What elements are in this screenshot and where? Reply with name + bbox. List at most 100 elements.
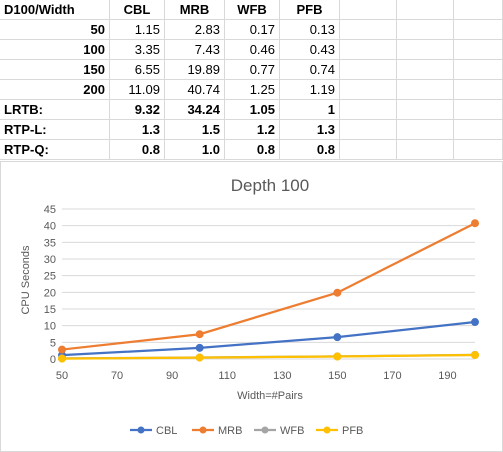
header-cell[interactable]: MRB [165, 0, 225, 19]
legend-marker [137, 426, 145, 434]
row-label-cell[interactable]: 100 [0, 40, 110, 59]
empty-cell[interactable] [397, 120, 454, 139]
empty-cell[interactable] [454, 20, 503, 39]
chart-area [0, 161, 503, 452]
data-point-mrb[interactable] [195, 330, 204, 339]
value-cell[interactable]: 1.3 [110, 120, 165, 139]
empty-cell[interactable] [397, 100, 454, 119]
header-cell[interactable]: WFB [225, 0, 280, 19]
row-label-cell[interactable]: 150 [0, 60, 110, 79]
value-cell[interactable]: 0.77 [225, 60, 280, 79]
empty-cell[interactable] [340, 80, 397, 99]
table-row: RTP-Q: 0.8 1.0 0.8 0.8 [0, 140, 503, 160]
series-line-pfb[interactable] [61, 353, 476, 360]
empty-cell[interactable] [454, 0, 503, 19]
empty-cell[interactable] [454, 140, 503, 159]
value-cell[interactable]: 0.8 [110, 140, 165, 159]
legend-label: CBL [156, 425, 177, 437]
value-cell[interactable]: 0.8 [280, 140, 340, 159]
x-tick-label: 190 [438, 370, 456, 382]
row-label-cell[interactable]: RTP-L: [0, 120, 110, 139]
data-point-pfb[interactable] [471, 351, 479, 360]
empty-cell[interactable] [454, 60, 503, 79]
value-cell[interactable]: 0.74 [280, 60, 340, 79]
value-cell[interactable]: 19.89 [165, 60, 225, 79]
y-tick-label: 30 [44, 254, 56, 266]
legend-marker [261, 426, 269, 434]
value-cell[interactable]: 1.25 [225, 80, 280, 99]
data-point-pfb[interactable] [333, 352, 342, 361]
y-tick-labels: 0 5 10 15 20 25 30 35 40 45 [44, 204, 56, 366]
y-tick-label: 40 [44, 221, 56, 233]
value-cell[interactable]: 40.74 [165, 80, 225, 99]
data-point-mrb[interactable] [58, 345, 66, 354]
value-cell[interactable]: 0.8 [225, 140, 280, 159]
value-cell[interactable]: 34.24 [165, 100, 225, 119]
empty-cell[interactable] [340, 140, 397, 159]
value-cell[interactable]: 1.19 [280, 80, 340, 99]
value-cell[interactable]: 11.09 [110, 80, 165, 99]
empty-cell[interactable] [340, 20, 397, 39]
table-header-row: D100/Width CBL MRB WFB PFB [0, 0, 503, 20]
row-label-cell[interactable]: LRTB: [0, 100, 110, 119]
value-cell[interactable]: 1.5 [165, 120, 225, 139]
y-tick-label: 0 [50, 354, 56, 366]
value-cell[interactable]: 0.46 [225, 40, 280, 59]
value-cell[interactable]: 0.17 [225, 20, 280, 39]
value-cell[interactable]: 2.83 [165, 20, 225, 39]
depth-chart[interactable]: Depth 100 0 5 10 15 20 25 30 35 40 45 50 70 90 110 13… [0, 161, 503, 452]
x-axis-label: Width=#Pairs [237, 390, 303, 402]
series-line-mrb[interactable] [61, 222, 476, 351]
empty-cell[interactable] [397, 0, 454, 19]
value-cell[interactable]: 6.55 [110, 60, 165, 79]
data-point-cbl[interactable] [333, 333, 342, 342]
header-cell[interactable]: D100/Width [0, 0, 110, 19]
empty-cell[interactable] [397, 60, 454, 79]
data-point-pfb[interactable] [58, 354, 66, 363]
table-row: 50 1.15 2.83 0.17 0.13 [0, 20, 503, 40]
data-point-cbl[interactable] [471, 318, 479, 327]
empty-cell[interactable] [340, 40, 397, 59]
empty-cell[interactable] [454, 100, 503, 119]
value-cell[interactable]: 1.2 [225, 120, 280, 139]
empty-cell[interactable] [397, 140, 454, 159]
value-cell[interactable]: 1 [280, 100, 340, 119]
value-cell[interactable]: 1.0 [165, 140, 225, 159]
row-label-cell[interactable]: 200 [0, 80, 110, 99]
data-point-pfb[interactable] [195, 353, 204, 362]
empty-cell[interactable] [340, 100, 397, 119]
empty-cell[interactable] [340, 0, 397, 19]
data-point-mrb[interactable] [333, 288, 342, 297]
value-cell[interactable]: 9.32 [110, 100, 165, 119]
value-cell[interactable]: 0.13 [280, 20, 340, 39]
header-cell[interactable]: CBL [110, 0, 165, 19]
value-cell[interactable]: 1.05 [225, 100, 280, 119]
row-label-cell[interactable]: 50 [0, 20, 110, 39]
series-line-cbl[interactable] [61, 320, 476, 357]
value-cell[interactable]: 1.3 [280, 120, 340, 139]
legend-marker [323, 426, 331, 434]
empty-cell[interactable] [454, 80, 503, 99]
data-point-cbl[interactable] [195, 343, 204, 352]
table-row: RTP-L: 1.3 1.5 1.2 1.3 [0, 120, 503, 140]
value-cell[interactable]: 3.35 [110, 40, 165, 59]
empty-cell[interactable] [340, 60, 397, 79]
empty-cell[interactable] [454, 40, 503, 59]
x-tick-labels: 50 70 90 110 130 150 170 190 [56, 370, 457, 382]
value-cell[interactable]: 7.43 [165, 40, 225, 59]
empty-cell[interactable] [340, 120, 397, 139]
data-point-mrb[interactable] [471, 219, 479, 228]
value-cell[interactable]: 0.43 [280, 40, 340, 59]
legend-label: WFB [280, 425, 304, 437]
value-cell[interactable]: 1.15 [110, 20, 165, 39]
header-cell[interactable]: PFB [280, 0, 340, 19]
empty-cell[interactable] [397, 20, 454, 39]
y-tick-label: 25 [44, 271, 56, 283]
empty-cell[interactable] [397, 80, 454, 99]
chart-title: Depth 100 [231, 176, 309, 195]
series-lines [58, 219, 479, 363]
empty-cell[interactable] [454, 120, 503, 139]
x-tick-label: 50 [56, 370, 68, 382]
row-label-cell[interactable]: RTP-Q: [0, 140, 110, 159]
empty-cell[interactable] [397, 40, 454, 59]
